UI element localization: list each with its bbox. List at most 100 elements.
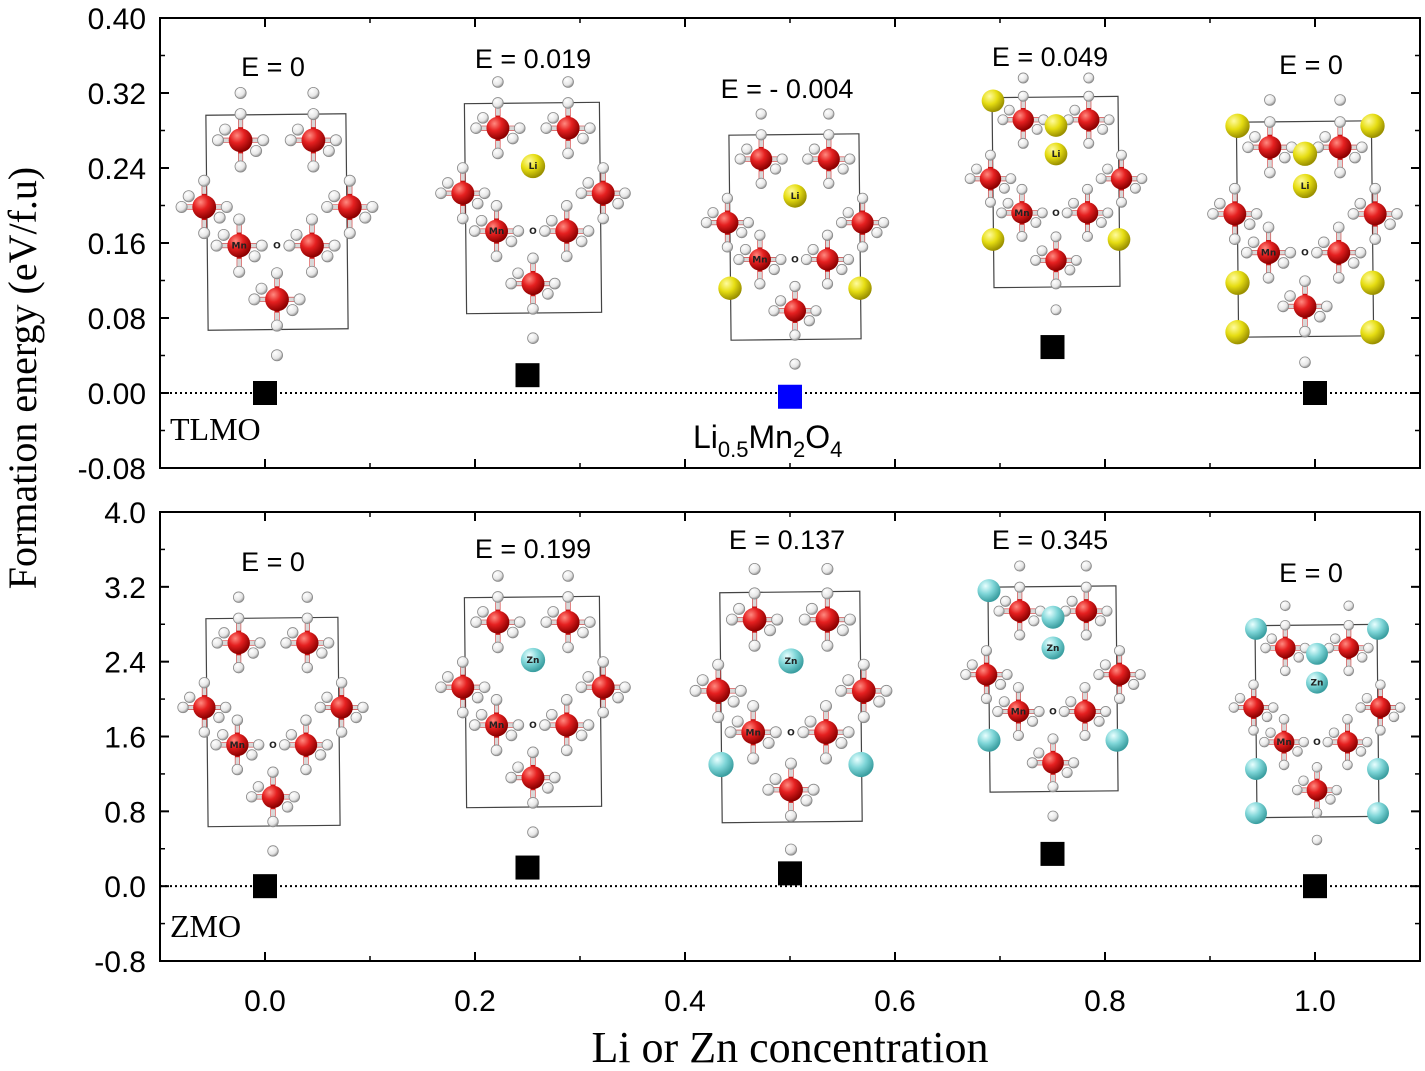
o-atom (307, 87, 320, 100)
o-atom (1266, 633, 1278, 644)
o-atom (1050, 231, 1062, 243)
o-atom (1277, 300, 1289, 313)
o-atom (821, 229, 834, 241)
o-atom (307, 160, 320, 173)
o-atom (456, 162, 469, 174)
o-atom (1095, 217, 1107, 228)
o-atom (964, 173, 976, 185)
crystal-structure: Mn O Li (964, 72, 1148, 316)
mn-atom (1243, 697, 1264, 718)
mn-atom (816, 248, 839, 271)
o-atom (980, 693, 992, 705)
o-atom (234, 87, 247, 100)
mn-atom (1008, 600, 1031, 622)
mn-label: Mn (746, 728, 761, 738)
o-atom (1356, 652, 1368, 663)
o-atom (252, 781, 265, 793)
crystal-structure: Mn O (177, 591, 369, 857)
o-atom (731, 715, 744, 728)
mn-atom (193, 696, 216, 719)
o-atom (857, 658, 870, 671)
o-atom (477, 112, 489, 124)
o-atom (1284, 290, 1296, 302)
data-point (1040, 841, 1065, 866)
crystal-structure: Mn O Li (435, 76, 631, 345)
o-atom (880, 684, 893, 697)
o-atom (1079, 682, 1091, 694)
o-atom (733, 253, 745, 266)
formula-label: Li0.5Mn2O4 (693, 419, 842, 462)
zn-atom (1367, 758, 1389, 780)
o-atom (808, 143, 821, 155)
o-atom (1347, 257, 1360, 269)
o-atom (1036, 245, 1048, 257)
o-atom (727, 695, 740, 708)
o-atom (470, 616, 482, 628)
o-atom (1103, 114, 1115, 126)
o-atom (741, 143, 753, 155)
o-atom (1311, 834, 1323, 846)
o-atom (966, 659, 978, 671)
o-atom (478, 681, 491, 694)
o-atom (1083, 90, 1095, 102)
o-atom (776, 153, 788, 165)
o-atom (736, 226, 748, 239)
o-atom (748, 639, 761, 652)
data-point (253, 381, 277, 405)
o-atom (997, 114, 1009, 126)
o-atom (281, 801, 294, 813)
data-point (1040, 335, 1065, 360)
o-atom (733, 602, 746, 615)
o-atom (1280, 665, 1291, 677)
o-atom (725, 613, 738, 626)
o-atom (359, 211, 372, 224)
o-atom (1229, 182, 1241, 195)
o-atom (619, 681, 631, 694)
o-atom (513, 616, 526, 628)
o-atom (1394, 702, 1406, 713)
o-atom (1293, 652, 1305, 663)
mn-atom (817, 148, 840, 171)
mn-atom (1306, 779, 1328, 801)
o-atom (475, 708, 488, 721)
o-atom (712, 658, 725, 671)
mn-atom (1274, 637, 1296, 659)
o-atom (1299, 275, 1311, 287)
o-atom (821, 587, 834, 600)
mn-atom (451, 675, 475, 699)
data-point (778, 861, 802, 886)
o-atom (492, 76, 504, 88)
o-atom (321, 200, 334, 213)
o-atom (527, 826, 539, 838)
mn-label: Mn (1011, 708, 1026, 718)
zn-atom (1306, 671, 1328, 694)
o-atom (1311, 762, 1323, 773)
mn-label: Mn (232, 242, 247, 252)
mn-atom (1076, 202, 1099, 224)
dopant-label: Zn (1311, 679, 1324, 689)
o-atom (707, 207, 719, 219)
o-atom (1114, 645, 1126, 657)
o-atom (540, 616, 553, 628)
o-atom (1248, 725, 1259, 736)
o-atom (198, 227, 211, 240)
o-atom (1080, 560, 1092, 572)
data-point (253, 874, 277, 899)
o-atom (1247, 236, 1260, 249)
o-atom (527, 746, 539, 759)
o-atom (1014, 560, 1026, 572)
o-atom (1391, 208, 1403, 220)
mn-atom (1011, 202, 1033, 224)
o-atom (992, 706, 1004, 718)
li-atom (783, 184, 807, 208)
o-atom (267, 815, 279, 828)
o-atom (1017, 72, 1029, 84)
o-atom (836, 624, 849, 637)
o-atom (1363, 642, 1374, 654)
o-atom (960, 669, 972, 681)
o-atom (1016, 183, 1028, 195)
o-atom (232, 612, 245, 624)
o-atom (290, 228, 303, 241)
o-atom (456, 212, 469, 225)
